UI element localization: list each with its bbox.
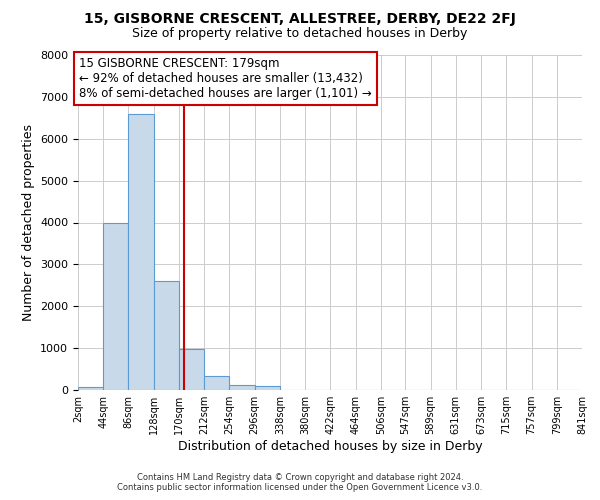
X-axis label: Distribution of detached houses by size in Derby: Distribution of detached houses by size … (178, 440, 482, 453)
Text: 15, GISBORNE CRESCENT, ALLESTREE, DERBY, DE22 2FJ: 15, GISBORNE CRESCENT, ALLESTREE, DERBY,… (84, 12, 516, 26)
Y-axis label: Number of detached properties: Number of detached properties (22, 124, 35, 321)
Bar (103, 222, 128, 390)
Bar (204, 376, 229, 390)
Text: Size of property relative to detached houses in Derby: Size of property relative to detached ho… (133, 28, 467, 40)
Text: Contains HM Land Registry data © Crown copyright and database right 2024.
Contai: Contains HM Land Registry data © Crown c… (118, 473, 482, 492)
Bar (154, 281, 179, 390)
Text: 15 GISBORNE CRESCENT: 179sqm
← 92% of detached houses are smaller (13,432)
8% of: 15 GISBORNE CRESCENT: 179sqm ← 92% of de… (79, 57, 372, 100)
Bar (179, 349, 204, 390)
Bar (229, 384, 254, 390)
Bar (128, 114, 154, 390)
Bar (254, 386, 280, 390)
Bar (78, 388, 103, 390)
